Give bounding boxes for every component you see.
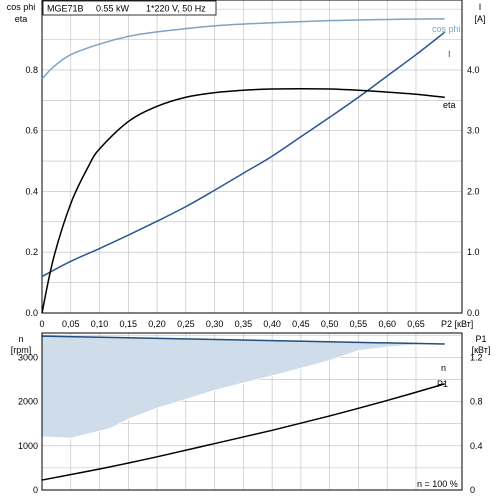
top-plot-frame (41, 0, 463, 314)
bottom-right-tick-label: 0.8 (470, 397, 483, 407)
top-left-tick-label: 0.6 (25, 126, 38, 136)
top-left-axis-label-eta: eta (15, 14, 28, 24)
x-tick-labels: 0 0,05 0,10 0,15 0,20 0,25 0,30 0,35 0,40 0,45 0,5… (39, 319, 424, 329)
header-power: 0.55 kW (96, 4, 130, 14)
bottom-series-group: n P1 (41, 335, 448, 481)
bottom-left-tick-label: 3000 (18, 352, 38, 362)
x-tick-label: 0,10 (91, 319, 109, 329)
speed-band-lower-edge (41, 343, 445, 439)
header-box (42, 0, 217, 16)
bottom-right-tick-label: 0.4 (470, 441, 483, 451)
x-tick-label: 0,65 (407, 319, 425, 329)
top-right-tick-label: 2.0 (467, 186, 480, 196)
top-grid (42, 0, 462, 313)
top-left-tick-label: 0.0 (25, 308, 38, 318)
x-tick-label: 0,40 (263, 319, 281, 329)
top-right-tick-label: 4.0 (467, 65, 480, 75)
top-right-axis-label-i: I (479, 2, 482, 12)
series-label-i: I (448, 49, 451, 59)
x-tick-label: 0 (39, 319, 44, 329)
top-right-tick-label: 0.0 (467, 308, 480, 318)
series-label-p1: P1 (437, 379, 448, 389)
bottom-right-axis-label-unit: [кВт] (472, 345, 491, 355)
series-label-n: n (441, 363, 446, 373)
x-tick-label: 0,05 (62, 319, 80, 329)
x-tick-label: 0,60 (378, 319, 396, 329)
bottom-right-axis-label-p1: P1 (475, 334, 486, 344)
bottom-left-tick-label: 2000 (18, 397, 38, 407)
speed-range-band (42, 336, 445, 439)
bottom-left-axis-label-unit: [rpm] (11, 345, 32, 355)
series-line-eta (41, 87, 445, 314)
bottom-right-tick-label: 1.2 (470, 352, 483, 362)
header-model: MGE71B (47, 4, 84, 14)
top-left-tick-label: 0.4 (25, 186, 38, 196)
top-left-tick-label: 0.2 (25, 247, 38, 257)
x-tick-label: 0,45 (292, 319, 310, 329)
x-tick-label: 0,25 (177, 319, 195, 329)
header-supply: 1*220 V, 50 Hz (146, 4, 206, 14)
x-axis-label: P2 [кВт] (441, 319, 473, 329)
x-tick-label: 0,50 (321, 319, 339, 329)
series-line-p1 (41, 383, 445, 481)
top-tick-labels: 0.0 0.2 0.4 0.6 0.8 0.0 1.0 2.0 3.0 4.0 (25, 65, 479, 318)
series-line-n (41, 335, 445, 345)
speed-note: n = 100 % (417, 479, 458, 489)
x-tick-label: 0,15 (120, 319, 138, 329)
bottom-plot-frame (41, 332, 463, 491)
x-tick-label: 0,20 (148, 319, 166, 329)
x-tick-label: 0,35 (235, 319, 253, 329)
bottom-left-tick-label: 1000 (18, 441, 38, 451)
bottom-right-tick-label: 0 (470, 485, 475, 495)
bottom-left-tick-label: 0 (33, 485, 38, 495)
x-tick-label: 0,55 (350, 319, 368, 329)
top-right-tick-label: 1.0 (467, 247, 480, 257)
x-tick-label: 0,30 (206, 319, 224, 329)
top-left-axis-label-cosphi: cos phi (7, 2, 36, 12)
series-label-cos-phi: cos phi (432, 24, 461, 34)
top-right-axis-label-unit: [A] (474, 14, 485, 24)
top-right-tick-label: 3.0 (467, 126, 480, 136)
series-label-eta: eta (443, 100, 456, 110)
bottom-tick-labels: 0 1000 2000 3000 0 0.4 0.8 1.2 (18, 352, 483, 495)
series-line-cos-phi (41, 18, 445, 80)
top-left-tick-label: 0.8 (25, 65, 38, 75)
bottom-left-axis-label-n: n (18, 334, 23, 344)
series-line-i (41, 31, 446, 278)
